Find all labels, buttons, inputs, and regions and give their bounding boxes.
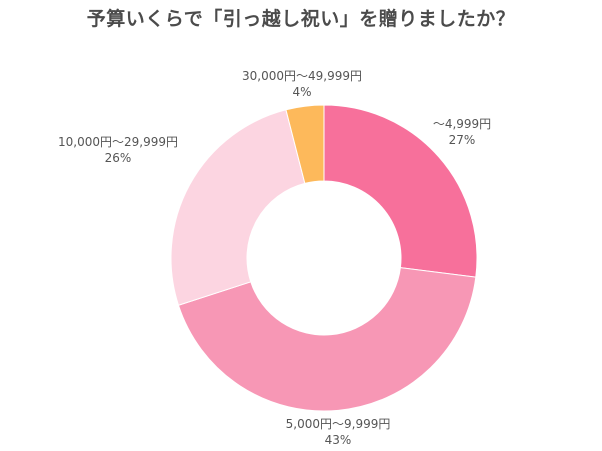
slice-label-2: 5,000円～9,999円 [286,417,391,431]
slice-label-1: ～4,999円 [433,117,491,131]
slice-label-3: 10,000円～29,999円 [58,135,178,149]
slice-2 [177,267,477,412]
slice-1 [323,104,478,278]
slice-label-4: 30,000円～49,999円 [242,69,362,83]
chart-title: 予算いくらで「引っ越し祝い」を贈りましたか？ [86,8,516,30]
slice-value-4: 4% [292,85,311,99]
slice-3 [170,109,306,306]
slice-4 [285,104,325,185]
slice-value-3: 26% [105,151,132,165]
slice-value-2: 43% [325,433,352,447]
slice-value-1: 27% [449,133,476,147]
